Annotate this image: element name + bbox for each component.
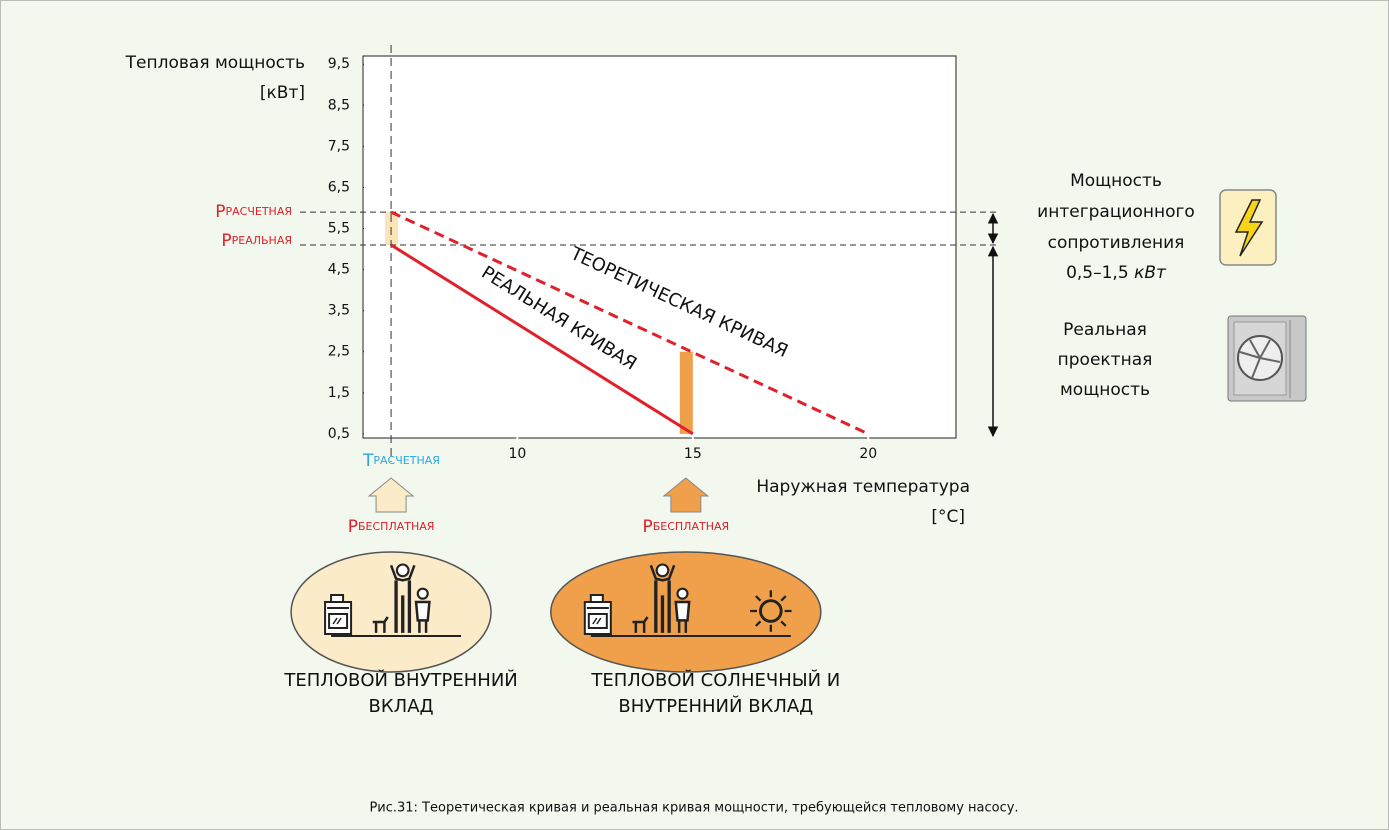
contribution-caption: ВНУТРЕННИЙ ВКЛАД xyxy=(618,695,813,717)
y-tick-label: 2,5 xyxy=(328,344,350,360)
symbol: P xyxy=(642,517,652,537)
line xyxy=(390,243,694,436)
y-tick-label: 5,5 xyxy=(328,221,350,237)
unit: кВт xyxy=(1134,263,1167,283)
y-tick-label: 0,5 xyxy=(328,426,350,442)
subscript: РАСЧЕТНАЯ xyxy=(226,205,293,218)
range: 0,5–1,5 xyxy=(1066,263,1129,283)
subscript: БЕСПЛАТНАЯ xyxy=(358,520,434,533)
integration-text: интеграционного xyxy=(1037,202,1195,222)
real-power-text: Реальная xyxy=(1063,320,1147,340)
figure-caption: Рис.31: Теоретическая кривая и реальная … xyxy=(369,801,1018,816)
x-tick-label: 15 xyxy=(684,446,702,462)
contribution-caption: ТЕПЛОВОЙ СОЛНЕЧНЫЙ И xyxy=(590,669,840,691)
up-arrow xyxy=(367,477,415,513)
contribution-caption: ТЕПЛОВОЙ ВНУТРЕННИЙ xyxy=(283,669,517,691)
y-tick-label: 8,5 xyxy=(328,97,350,113)
y-axis-unit: [кВт] xyxy=(260,83,305,103)
subscript: РАСЧЕТНАЯ xyxy=(373,454,440,467)
real-power-text: мощность xyxy=(1060,380,1150,400)
x-tick-label: 20 xyxy=(859,446,877,462)
subscript: БЕСПЛАТНАЯ xyxy=(653,520,729,533)
bar xyxy=(679,351,693,434)
real-power-text: проектная xyxy=(1058,350,1153,370)
y-tick-label: 4,5 xyxy=(328,262,350,278)
symbol-label: PРАСЧЕТНАЯ xyxy=(215,202,292,222)
symbol: P xyxy=(215,202,225,222)
y-axis-label: Тепловая мощность xyxy=(125,53,305,73)
symbol: P xyxy=(348,517,358,537)
y-tick-label: 9,5 xyxy=(328,56,350,72)
up-arrow xyxy=(662,477,710,513)
integration-text: сопротивления xyxy=(1048,233,1185,253)
y-tick-label: 6,5 xyxy=(328,179,350,195)
chart xyxy=(362,55,957,439)
x-axis-label: Наружная температура xyxy=(756,477,970,497)
contribution-ellipse xyxy=(290,551,492,673)
heat-pump-icon xyxy=(1227,315,1307,402)
lightning xyxy=(1234,199,1264,257)
symbol-label: PРЕАЛЬНАЯ xyxy=(221,231,292,251)
plot-area xyxy=(362,55,957,439)
line xyxy=(390,210,869,436)
x-tick-label: 10 xyxy=(508,446,526,462)
symbol: P xyxy=(221,231,231,251)
subscript: РЕАЛЬНАЯ xyxy=(232,234,292,247)
symbol: T xyxy=(362,451,374,471)
integration-range: 0,5–1,5 кВт xyxy=(1066,263,1167,283)
y-tick-label: 3,5 xyxy=(328,303,350,319)
integration-text: Мощность xyxy=(1070,171,1162,191)
symbol-label: PБЕСПЛАТНАЯ xyxy=(348,517,435,537)
contribution-caption: ВКЛАД xyxy=(369,696,434,717)
symbol-label: TРАСЧЕТНАЯ xyxy=(362,451,440,471)
symbol-label: PБЕСПЛАТНАЯ xyxy=(642,517,729,537)
y-tick-label: 1,5 xyxy=(328,385,350,401)
x-axis-unit: [°C] xyxy=(931,507,965,527)
y-tick-label: 7,5 xyxy=(328,138,350,154)
